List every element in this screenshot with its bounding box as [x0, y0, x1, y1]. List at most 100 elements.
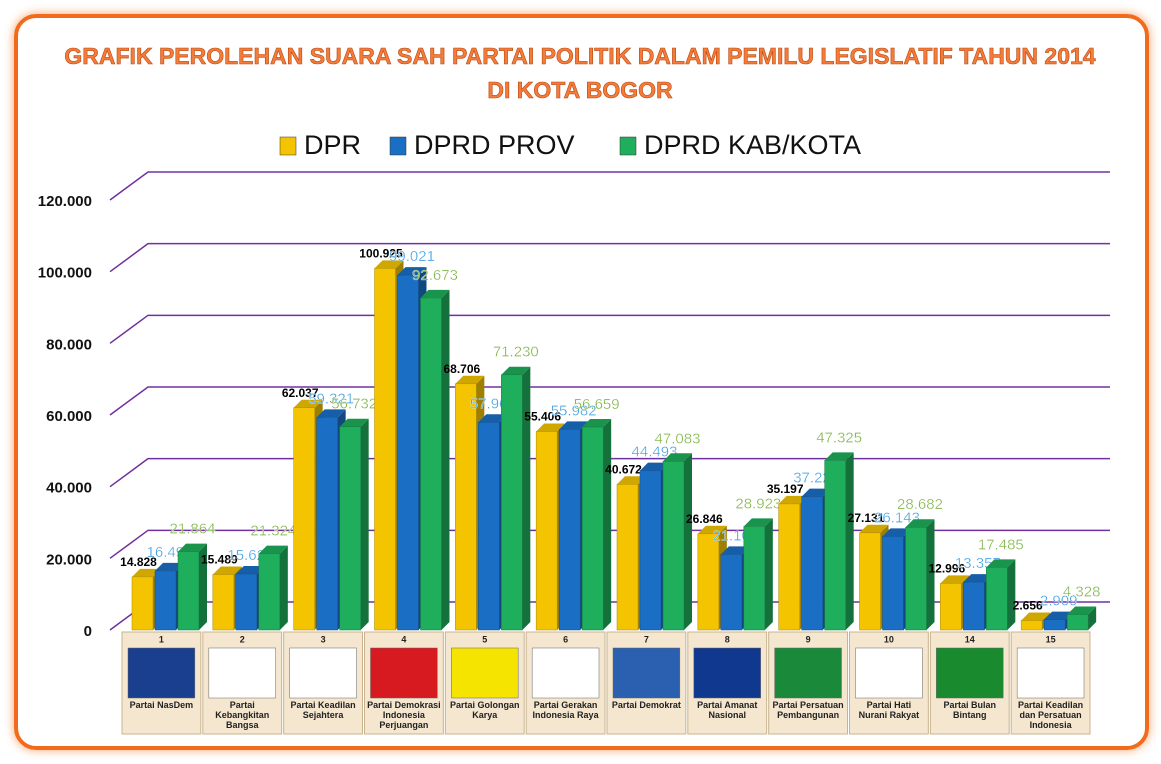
bar-top	[339, 418, 369, 427]
legend-swatch	[389, 136, 407, 156]
frame	[14, 14, 1149, 750]
party-logo	[612, 647, 681, 699]
bar-top	[178, 543, 207, 552]
bar	[558, 429, 581, 631]
value-label: 56.659	[574, 396, 620, 413]
bar	[905, 526, 927, 631]
bar	[1020, 620, 1043, 631]
value-label: 21.324	[250, 523, 296, 540]
bar-top	[212, 566, 242, 575]
category-label: Partai Hati Nurani Rakyat	[858, 700, 920, 720]
value-label: 47.325	[816, 429, 862, 446]
party-logo	[1016, 647, 1085, 699]
bar	[986, 567, 1008, 631]
bar-top	[455, 375, 485, 384]
value-label: 59.321	[308, 390, 354, 407]
value-label: 26.143	[874, 509, 920, 526]
bar	[859, 532, 881, 631]
bar	[639, 470, 662, 631]
bar-side	[360, 418, 369, 630]
bar-top	[316, 409, 346, 418]
value-label: 21.864	[170, 521, 216, 538]
bar	[177, 551, 200, 631]
value-label: 55.982	[551, 402, 597, 419]
bar-top	[824, 452, 854, 461]
bar-top	[155, 562, 184, 571]
grid-line	[109, 242, 1110, 273]
y-tick-label: 0	[84, 623, 92, 640]
category-number: 5	[482, 634, 487, 644]
bar	[720, 554, 743, 631]
category-label: Partai Demokrasi Indonesia Perjuangan	[367, 700, 441, 730]
category-number: 15	[1046, 634, 1056, 644]
bar-side	[279, 545, 288, 630]
bar	[212, 574, 235, 631]
category-label: Partai Demokrat	[611, 700, 681, 710]
bar-side	[1007, 559, 1016, 630]
category-number: 8	[725, 634, 730, 644]
category-number: 3	[321, 634, 326, 644]
bar-top	[1067, 606, 1097, 615]
bar-side	[603, 418, 612, 630]
value-label: 27.131	[848, 511, 885, 525]
bar-side	[199, 543, 207, 630]
bar-top	[859, 524, 889, 533]
value-label: 4.328	[1063, 583, 1101, 600]
category-label: Partai Keadilan Sejahtera	[290, 700, 356, 720]
category-number: 1	[159, 634, 164, 644]
bar-top	[640, 462, 669, 471]
bar	[258, 553, 281, 631]
bar	[662, 461, 685, 631]
category-number: 2	[240, 634, 245, 644]
bar	[940, 583, 962, 631]
y-tick-label: 80.000	[46, 336, 92, 353]
party-logo	[855, 647, 923, 699]
bar-top	[293, 399, 323, 408]
bar-top	[559, 421, 589, 430]
party-logo	[127, 647, 196, 699]
value-label: 14.828	[120, 555, 157, 569]
party-logo	[774, 647, 842, 699]
bar	[743, 526, 766, 631]
value-label: 100.925	[359, 247, 403, 261]
bar	[455, 383, 477, 631]
category-label: Partai Bulan Bintang	[943, 700, 996, 720]
category-number: 9	[806, 634, 811, 644]
bar	[316, 417, 338, 631]
bar	[882, 536, 904, 631]
category-label: Partai Kebangkitan Bangsa	[215, 700, 270, 730]
value-label: 28.923	[735, 495, 781, 512]
value-label: 71.230	[493, 344, 539, 361]
value-label: 2.656	[1013, 599, 1043, 613]
party-logo	[693, 647, 761, 699]
value-label: 35.197	[767, 482, 804, 496]
value-label: 17.485	[978, 536, 1024, 553]
value-label: 47.083	[655, 430, 701, 447]
bar-top	[132, 568, 161, 577]
legend-swatch	[279, 136, 297, 156]
party-logo	[451, 647, 519, 699]
bar	[697, 533, 720, 631]
grid-line	[109, 457, 1110, 488]
bar	[778, 503, 800, 631]
bar-top	[258, 545, 288, 554]
y-tick-label: 100.000	[38, 265, 92, 282]
y-tick-label: 20.000	[46, 551, 92, 568]
grid-line	[109, 314, 1110, 344]
legend-swatch	[619, 136, 637, 156]
bar-top	[617, 476, 646, 485]
bar-top	[905, 519, 935, 528]
category-label: Partai Gerakan Indonesia Raya	[532, 700, 599, 720]
party-logo	[289, 647, 357, 699]
bar-top	[663, 453, 692, 462]
y-tick-label: 60.000	[46, 408, 92, 425]
bar-side	[522, 366, 531, 630]
value-label: 99.021	[389, 248, 435, 265]
bar-side	[1088, 606, 1097, 630]
bar	[478, 422, 500, 631]
bar-top	[501, 366, 531, 375]
y-tick-label: 40.000	[46, 480, 92, 497]
value-label: 92.673	[412, 267, 458, 284]
